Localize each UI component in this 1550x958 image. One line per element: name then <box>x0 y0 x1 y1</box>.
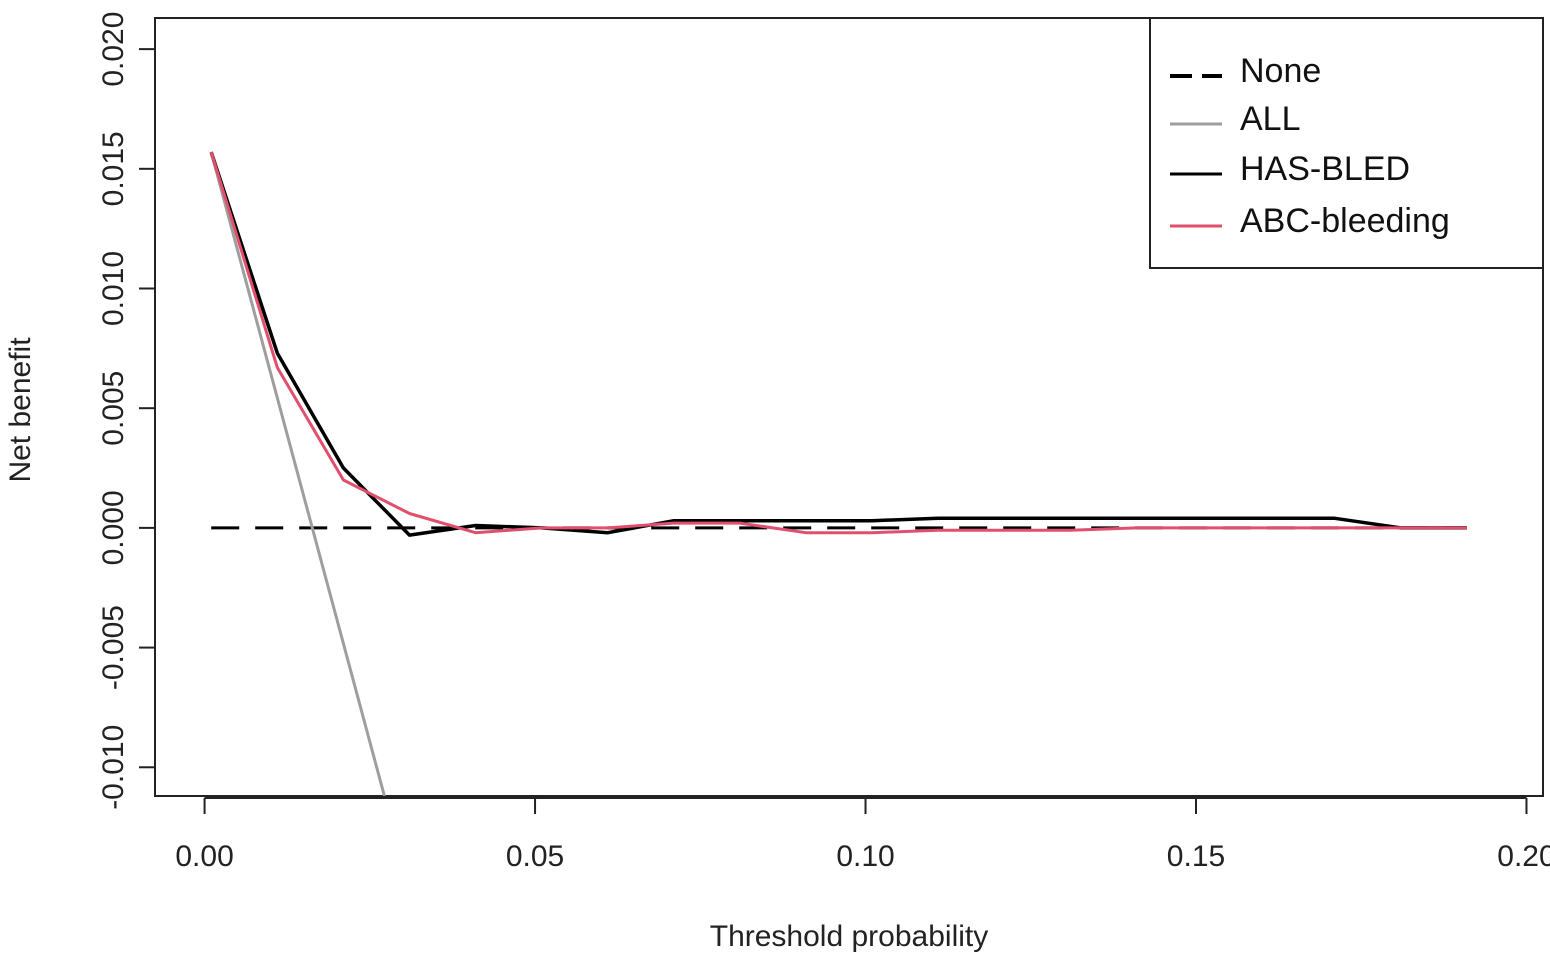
legend: None ALL HAS-BLED ABC-bleeding <box>1149 17 1544 269</box>
series-line-all <box>209 151 386 796</box>
y-tick-label: 0.020 <box>97 12 130 87</box>
legend-label: ABC-bleeding <box>1240 202 1450 240</box>
x-tick-label: 0.15 <box>1167 840 1225 873</box>
series-layer <box>209 151 1467 796</box>
y-axis-title: Net benefit <box>4 337 37 483</box>
legend-label: None <box>1240 52 1321 90</box>
y-axis: -0.010 -0.005 0.000 0.005 0.010 0.015 0.020 <box>97 12 155 810</box>
series-line-abc-bleeding <box>209 151 1467 535</box>
y-tick-label: 0.015 <box>97 131 130 206</box>
x-tick-label: 0.00 <box>175 840 233 873</box>
y-tick-label: 0.010 <box>97 251 130 326</box>
y-tick-label: 0.000 <box>97 490 130 565</box>
y-tick-label: -0.010 <box>97 725 130 810</box>
x-axis-title: Threshold probability <box>710 920 988 953</box>
legend-label: ALL <box>1240 100 1301 138</box>
x-tick-label: 0.05 <box>506 840 564 873</box>
x-axis: 0.00 0.05 0.10 0.15 0.20 <box>175 797 1550 873</box>
legend-label: HAS-BLED <box>1240 150 1410 188</box>
series-line-has-bled <box>209 151 1467 537</box>
plot-frame <box>154 17 1544 797</box>
y-tick-label: 0.005 <box>97 371 130 446</box>
legend-box <box>1149 17 1544 269</box>
x-tick-label: 0.10 <box>836 840 894 873</box>
y-tick-label: -0.005 <box>97 605 130 690</box>
x-tick-label: 0.20 <box>1497 840 1550 873</box>
